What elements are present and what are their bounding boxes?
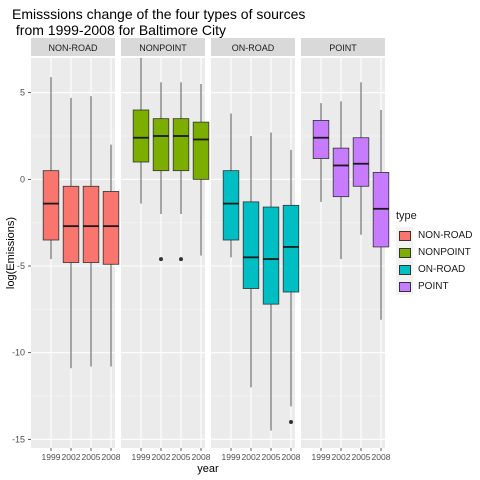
x-tick-label: 2002 [242, 452, 261, 462]
chart-title-line-1: Emisssions change of the four types of s… [12, 6, 306, 22]
facet-strip [301, 38, 385, 56]
legend-item-point: POINT [396, 278, 472, 295]
x-tick-label: 2005 [172, 452, 191, 462]
box-iqr [172, 118, 190, 172]
box-iqr [222, 170, 240, 241]
legend-swatch-nonpoint [398, 247, 411, 258]
box-nonpoint-1999 [132, 58, 150, 204]
facet-panel: NON-ROAD 1999 2002 2005 2008 [31, 38, 121, 462]
box-iqr [192, 121, 210, 180]
facet-strip-label: ON-ROAD [232, 43, 275, 53]
legend-swatch-non-road [398, 230, 411, 241]
legend: type NON-ROAD NONPOINT ON-ROAD POINT [396, 210, 472, 295]
box-point-1999 [312, 103, 330, 202]
facet-panel: NONPOINT 1999 2002 2005 2008 [121, 38, 211, 462]
x-tick-label: 2005 [82, 452, 101, 462]
box-on-road-2005 [262, 132, 280, 431]
legend-label-on-road: ON-ROAD [418, 264, 466, 275]
box-iqr [132, 109, 150, 163]
x-tick-label: 2002 [332, 452, 351, 462]
box-on-road-2002 [242, 136, 260, 388]
box-iqr [102, 191, 120, 265]
box-iqr [42, 170, 60, 241]
box-non-road-2005 [82, 96, 100, 367]
x-tick-label: 2005 [262, 452, 281, 462]
box-point-2008 [372, 110, 390, 320]
x-tick-label: 2008 [372, 452, 391, 462]
box-on-road-1999 [222, 113, 240, 258]
box-iqr [82, 185, 100, 263]
legend-label-nonpoint: NONPOINT [418, 247, 471, 258]
panel-background [301, 58, 385, 448]
legend-label-point: POINT [418, 281, 449, 292]
legend-item-nonpoint: NONPOINT [396, 244, 472, 261]
outlier-point [159, 257, 163, 262]
chart-title-line-2: from 1999-2008 for Baltimore City [12, 22, 226, 38]
x-tick-label: 2002 [62, 452, 81, 462]
box-on-road-2008 [282, 149, 300, 424]
x-tick-label: 2008 [192, 452, 211, 462]
legend-item-on-road: ON-ROAD [396, 261, 472, 278]
box-nonpoint-2002 [152, 82, 170, 262]
box-iqr [62, 185, 80, 263]
box-point-2005 [352, 82, 370, 235]
legend-label-non-road: NON-ROAD [418, 230, 473, 241]
facet-strip [121, 38, 205, 56]
legend-swatch-on-road [398, 264, 411, 275]
x-tick-label: 2005 [352, 452, 371, 462]
box-nonpoint-2008 [192, 84, 210, 256]
facet-strip-label: NONPOINT [139, 43, 187, 53]
facet-panel: POINT 1999 2002 2005 2008 [301, 38, 391, 462]
facet-strip [31, 38, 115, 56]
legend-item-non-road: NON-ROAD [396, 227, 472, 244]
box-point-2002 [332, 101, 350, 260]
facet-strip-label: POINT [329, 43, 357, 53]
y-tick-label: -10 [12, 348, 25, 358]
y-axis-title: log(Emissions) [5, 217, 17, 289]
box-iqr [282, 204, 300, 293]
box-non-road-2002 [62, 97, 80, 369]
box-iqr [312, 120, 330, 159]
facet-strip [211, 38, 295, 56]
facet-panel: ON-ROAD 1999 2002 2005 2008 [211, 38, 301, 462]
y-tick-label: 5 [20, 88, 25, 98]
x-tick-label: 2008 [282, 452, 301, 462]
facet-strip-label: NON-ROAD [49, 43, 98, 53]
x-tick-label: 1999 [42, 452, 61, 462]
y-tick-label: 0 [20, 174, 25, 184]
box-iqr [262, 206, 280, 305]
box-non-road-1999 [42, 77, 60, 260]
outlier-point [179, 257, 183, 262]
box-iqr [352, 137, 370, 187]
x-axis-title: year [197, 463, 219, 475]
box-iqr [152, 118, 170, 172]
box-iqr [332, 147, 350, 198]
x-tick-label: 2002 [152, 452, 171, 462]
x-tick-label: 2008 [102, 452, 121, 462]
y-tick-label: -15 [12, 434, 25, 444]
x-tick-label: 1999 [132, 452, 151, 462]
box-non-road-2008 [102, 144, 120, 367]
x-tick-label: 1999 [222, 452, 241, 462]
box-iqr [242, 201, 260, 289]
legend-title: type [396, 210, 417, 222]
y-tick-label: -5 [17, 261, 25, 271]
legend-swatch-point [398, 281, 411, 292]
x-tick-label: 1999 [312, 452, 331, 462]
outlier-point [289, 420, 293, 424]
box-nonpoint-2005 [172, 82, 190, 262]
